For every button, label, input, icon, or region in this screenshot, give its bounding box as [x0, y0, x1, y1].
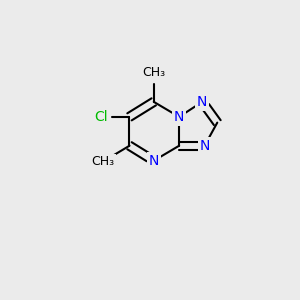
- Text: Cl: Cl: [94, 110, 107, 124]
- Text: N: N: [148, 154, 159, 168]
- Text: CH₃: CH₃: [142, 67, 165, 80]
- Text: CH₃: CH₃: [91, 155, 114, 168]
- Text: N: N: [174, 110, 184, 124]
- Text: N: N: [197, 95, 207, 109]
- Text: N: N: [200, 139, 210, 153]
